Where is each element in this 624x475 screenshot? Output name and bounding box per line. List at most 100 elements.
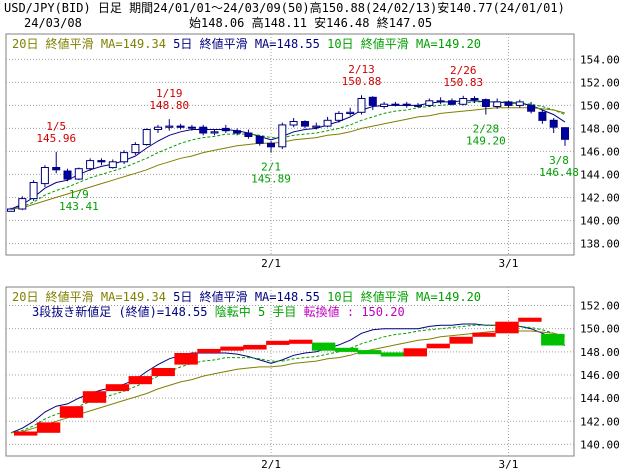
bottom-ma-line-10 <box>10 324 566 434</box>
down-block <box>357 350 382 355</box>
annotation-value: 148.80 <box>149 99 189 112</box>
reversal-value: 転換値 : 150.20 <box>303 305 405 319</box>
y-tick-label: 150.00 <box>580 99 620 112</box>
legend-ma10: 10日 終値平滑 MA=149.20 <box>327 37 482 51</box>
annotation-date: 3/8 <box>549 154 569 167</box>
annotation-date: 1/5 <box>46 120 66 133</box>
up-block <box>243 344 267 350</box>
up-block <box>14 431 38 436</box>
ma-line-5 <box>10 100 566 210</box>
y-tick-label: 154.00 <box>580 53 620 66</box>
candle-body <box>436 100 445 103</box>
annotation-date: 2/26 <box>450 64 477 77</box>
y-tick-label: 146.00 <box>580 369 620 382</box>
candle-body <box>391 103 400 106</box>
ma-line-10 <box>10 101 566 210</box>
candle-body <box>29 182 38 200</box>
candle-body <box>549 119 558 128</box>
candle-body <box>176 125 185 128</box>
down-block <box>380 352 405 357</box>
annotation-date: 2/1 <box>261 161 281 174</box>
step-count: 5 手目 <box>257 305 297 319</box>
candle-body <box>447 100 456 105</box>
legend-ma5: 5日 終値平滑 MA=148.55 <box>173 290 320 304</box>
candle-body <box>368 96 377 106</box>
up-block <box>289 339 313 344</box>
candle-body <box>278 124 287 148</box>
candle-body <box>402 103 411 106</box>
legend-ma10: 10日 終値平滑 MA=149.20 <box>327 290 482 304</box>
candle-body <box>425 100 434 106</box>
up-block <box>220 346 244 351</box>
y-tick-label: 148.00 <box>580 122 620 135</box>
annotation-value: 150.88 <box>342 75 382 88</box>
annotation-date: 1/9 <box>69 188 89 201</box>
annotation-value: 149.20 <box>466 135 506 148</box>
candle-body <box>267 142 275 148</box>
bottom-ma-line-5 <box>10 323 566 434</box>
top-legend: 20日 終値平滑 MA=149.34 5日 終値平滑 MA=148.55 10日… <box>12 37 481 51</box>
x-tick-label: 3/1 <box>499 458 519 471</box>
annotation-date: 2/13 <box>348 63 375 76</box>
candle-body <box>74 168 83 180</box>
up-block <box>403 348 427 357</box>
candle-body <box>346 111 355 115</box>
candle-body <box>97 160 106 163</box>
up-block <box>59 406 84 418</box>
up-block <box>36 422 61 433</box>
candle-body <box>255 135 264 144</box>
up-block <box>197 348 221 353</box>
up-block <box>266 340 290 345</box>
down-block <box>334 347 359 352</box>
y-tick-label: 140.00 <box>580 214 620 227</box>
up-block <box>105 384 130 392</box>
up-block <box>151 368 175 377</box>
candle-body <box>63 170 72 180</box>
down-block <box>311 342 336 351</box>
candle-body <box>142 129 151 145</box>
up-block <box>82 391 107 403</box>
ohlc-values: 始148.06 高148.11 安146.48 終147.05 <box>189 16 433 30</box>
candle-body <box>7 208 15 212</box>
period-summary: USD/JPY(BID) 日足 期間24/01/01～24/03/09(50)高… <box>4 1 565 15</box>
legend-ma20: 20日 終値平滑 MA=149.34 <box>12 290 166 304</box>
candle-body <box>120 152 129 163</box>
candle-body <box>86 160 95 170</box>
candle-body <box>459 98 468 105</box>
candle-body <box>538 111 547 121</box>
annotation-value: 145.96 <box>36 132 76 145</box>
candle-body <box>312 125 321 128</box>
annotation-value: 146.48 <box>539 166 579 179</box>
candle-body <box>357 98 366 113</box>
candle-body <box>334 112 343 121</box>
candle-body <box>323 119 332 127</box>
candle-body <box>52 167 61 171</box>
up-block <box>174 353 198 365</box>
current-date: 24/03/08 <box>24 16 82 30</box>
y-tick-label: 142.00 <box>580 415 620 428</box>
candle-body <box>154 126 162 130</box>
x-tick-label: 3/1 <box>499 257 519 270</box>
y-tick-label: 140.00 <box>580 438 620 451</box>
bottom-plot-frame <box>5 286 575 457</box>
up-block <box>518 317 542 322</box>
ohlc-line: 24/03/08 始148.06 高148.11 安146.48 終147.05 <box>4 16 432 30</box>
candle-body <box>527 104 536 112</box>
bottom-legend: 20日 終値平滑 MA=149.34 5日 終値平滑 MA=148.55 10日… <box>12 290 481 304</box>
newvalue-close: 3段抜き新値足 (終値)=148.55 <box>32 305 208 319</box>
up-block <box>472 332 496 337</box>
candle-body <box>187 126 196 129</box>
candle-body <box>131 144 140 154</box>
trend-state: 陰転中 <box>214 305 251 319</box>
y-tick-label: 152.00 <box>580 76 620 89</box>
y-tick-label: 148.00 <box>580 346 620 359</box>
down-block <box>541 333 565 346</box>
up-block <box>128 376 152 385</box>
candle-body <box>40 167 49 185</box>
candle-body <box>165 125 174 128</box>
candle-body <box>504 101 513 106</box>
y-tick-label: 144.00 <box>580 392 620 405</box>
annotation-date: 1/19 <box>156 87 183 100</box>
candle-body <box>515 101 524 106</box>
